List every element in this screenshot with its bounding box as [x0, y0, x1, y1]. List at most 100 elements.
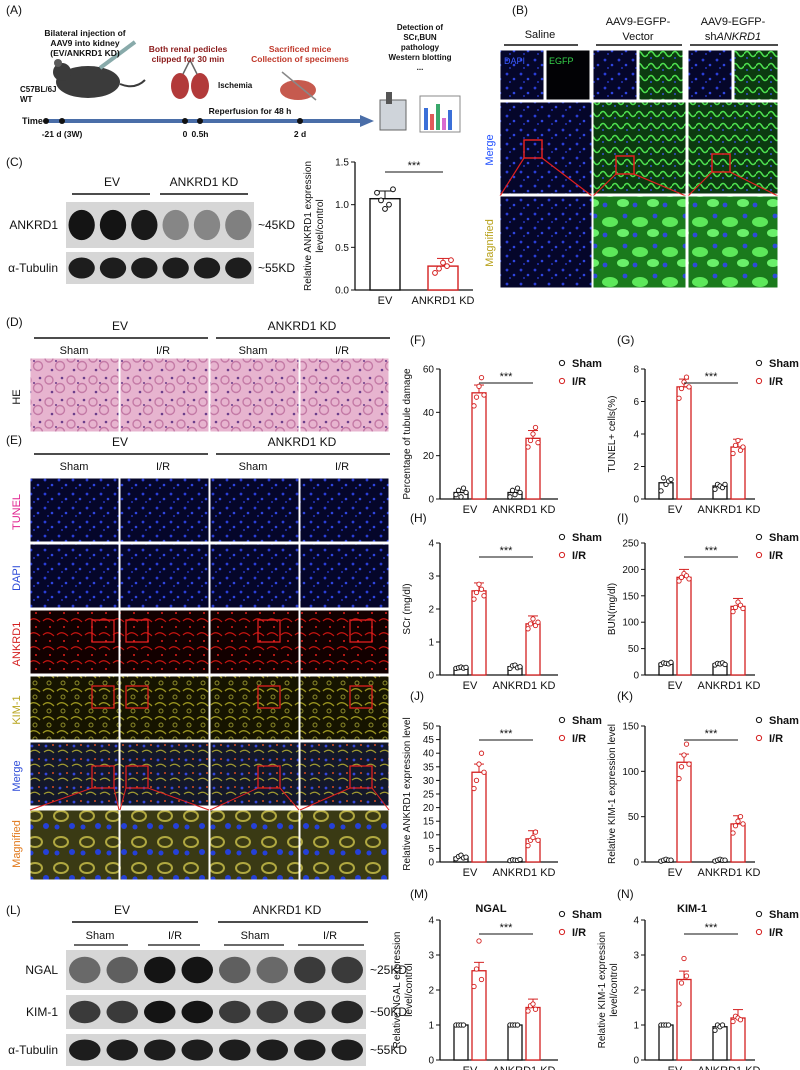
- panel-letter: (F): [410, 333, 425, 347]
- condition-label: Sham: [60, 461, 89, 473]
- kim1-blot-band: [69, 1000, 101, 1024]
- data-point-sham: [517, 489, 523, 496]
- panel-letter-a: (A): [6, 3, 22, 17]
- y-tick-label: 50: [423, 722, 435, 733]
- y-tick-label: 20: [423, 803, 435, 814]
- legend-label-ir: I/R: [769, 927, 783, 939]
- data-point-ir: [471, 403, 477, 409]
- bar-chart-bar-icon: [448, 110, 452, 130]
- blot-row-label: α-Tubulin: [8, 261, 58, 275]
- data-point-sham: [463, 664, 469, 671]
- bar-ir: [471, 590, 487, 676]
- data-point: [448, 257, 454, 264]
- injection-label: AAV9 into kidney: [50, 38, 120, 48]
- dapi-channel-label: DAPI: [504, 56, 525, 66]
- if-tile: [29, 477, 120, 543]
- ngal-blot-band: [256, 956, 288, 984]
- data-point: [378, 197, 384, 204]
- panel-letter-c: (C): [6, 155, 23, 169]
- mouse-tail-icon: [119, 79, 146, 88]
- data-point-sham: [460, 485, 467, 491]
- ngal-blot-band: [106, 956, 138, 984]
- if-tile: [29, 809, 120, 881]
- data-point-sham: [514, 1022, 521, 1028]
- x-tick-label: EV: [668, 1065, 683, 1070]
- ankrd1-blot-membrane: [66, 202, 254, 248]
- timeline-dot: [197, 118, 203, 124]
- data-point: [390, 186, 396, 193]
- bar-ir: [471, 771, 487, 863]
- data-point-ir: [683, 973, 690, 979]
- group-label: EV: [112, 435, 128, 449]
- data-point-ir: [535, 619, 541, 625]
- if-tile: [299, 809, 390, 881]
- data-point-sham: [463, 854, 469, 860]
- injection-label: Bilateral injection of: [44, 28, 125, 38]
- data-point-ir: [740, 821, 746, 827]
- x-tick-label: ANKRD1 KD: [698, 504, 761, 516]
- condition-label: Sham: [239, 461, 268, 473]
- data-point-ir: [681, 379, 687, 385]
- magnified-tile: [687, 195, 779, 289]
- if-row-label: DAPI: [11, 565, 23, 591]
- ngal-blot-band: [69, 956, 101, 984]
- specimen-icon: [280, 80, 316, 100]
- data-point-sham: [722, 857, 728, 863]
- legend-label-sham: Sham: [769, 358, 799, 370]
- data-point-ir: [478, 750, 485, 756]
- data-point-ir: [527, 437, 534, 444]
- legend-label-ir: I/R: [572, 927, 586, 939]
- kim1-blot-band: [181, 1000, 213, 1024]
- data-point-sham: [668, 476, 674, 483]
- zoom-line: [299, 787, 351, 811]
- data-point-ir: [737, 1017, 744, 1023]
- y-tick-label: 20: [423, 451, 435, 462]
- data-point-sham: [712, 486, 718, 492]
- condition-label: I/R: [156, 461, 170, 473]
- y-tick-label: 3: [428, 951, 434, 962]
- data-point-ir: [535, 440, 541, 446]
- panel-letter: (K): [617, 689, 633, 703]
- condition-label: I/R: [335, 345, 349, 357]
- x-tick-label: EV: [668, 504, 683, 516]
- blot-size-label: ~45KD: [258, 218, 295, 232]
- data-point: [382, 206, 388, 212]
- data-point-ir: [681, 955, 687, 962]
- syringe-icon: [98, 40, 137, 70]
- y-tick-label: 40: [423, 749, 435, 760]
- y-tick-label: 0: [428, 858, 434, 869]
- data-point-ir: [471, 983, 477, 990]
- dapi-tile: [592, 49, 638, 101]
- data-point-sham: [514, 485, 521, 491]
- chart-i: 0 50 100 150 200 250 BUN(mg/dl) (I) EV ANKRD1 KD S…: [607, 511, 799, 692]
- kim1-blot-band: [256, 1000, 288, 1024]
- legend-marker-ir: [755, 551, 763, 559]
- y-axis-label: level/control: [404, 963, 415, 1016]
- data-point-sham: [507, 494, 513, 500]
- legend-label-sham: Sham: [769, 715, 799, 727]
- zoom-line: [113, 787, 120, 811]
- zoom-box: [349, 765, 373, 789]
- egfp-channel-label: EGFP: [549, 56, 574, 66]
- panel-letter-d: (D): [6, 315, 23, 329]
- y-tick-label: 50: [628, 644, 640, 655]
- ankrd1-blot-band: [99, 209, 127, 241]
- kim1-blot-band: [294, 1000, 326, 1024]
- condition-label: Sham: [241, 930, 270, 942]
- data-point-sham: [660, 475, 667, 481]
- data-point-sham: [722, 661, 728, 668]
- y-axis-label: Relative ANKRD1 expression level: [402, 717, 413, 870]
- panel-letter: (I): [617, 511, 628, 525]
- merge-tile: [687, 101, 779, 195]
- data-point-ir: [730, 1018, 736, 1025]
- significance-label: ***: [705, 371, 719, 383]
- data-point-ir: [532, 829, 539, 835]
- timeline-tick-label: -21 d (3W): [42, 129, 83, 139]
- zoom-box: [523, 139, 543, 159]
- kim1-blot-band: [106, 1000, 138, 1024]
- y-tick-label: 200: [622, 565, 639, 576]
- tubulin-blot-band: [131, 257, 158, 279]
- he-tile: [209, 357, 300, 433]
- bar-sham: [453, 1024, 469, 1061]
- x-tick-label: ANKRD1 KD: [698, 680, 761, 692]
